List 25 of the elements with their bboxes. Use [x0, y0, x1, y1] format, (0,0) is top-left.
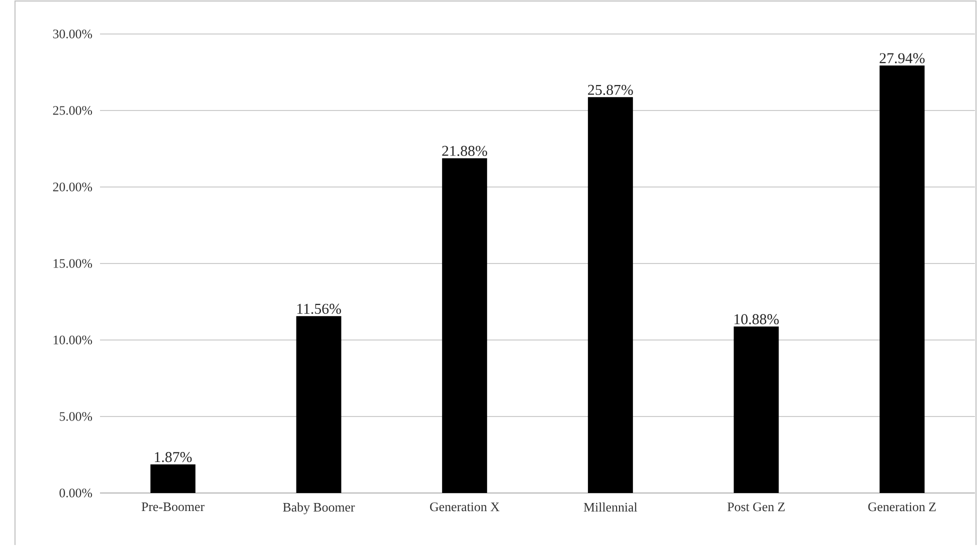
- bar: [150, 464, 196, 493]
- y-tick-label: 20.00%: [53, 182, 92, 192]
- bar: [296, 316, 342, 493]
- bar: [588, 97, 633, 493]
- bar: [880, 66, 925, 493]
- data-label: 21.88%: [442, 146, 488, 156]
- x-tick-label: Generation X: [430, 502, 500, 512]
- data-label: 25.87%: [588, 84, 633, 95]
- data-label: 1.87%: [154, 452, 192, 462]
- y-tick-label: 15.00%: [54, 259, 92, 268]
- y-tick-label: 10.00%: [54, 336, 92, 344]
- y-tick-label: 0.00%: [60, 488, 92, 498]
- x-tick-label: Baby Boomer: [282, 502, 355, 514]
- x-tick-label: Generation Z: [868, 502, 936, 512]
- data-label: 11.56%: [297, 304, 342, 314]
- x-tick-label: Post Gen Z: [727, 502, 785, 512]
- y-tick-label: 30.00%: [53, 30, 92, 38]
- x-tick-label: Millennial: [584, 502, 638, 512]
- data-label: 10.88%: [734, 314, 779, 324]
- y-tick-label: 5.00%: [60, 412, 92, 421]
- data-label: 27.94%: [880, 53, 925, 64]
- y-tick-label: 25.00%: [53, 106, 92, 115]
- bar: [734, 326, 779, 493]
- bar: [442, 158, 488, 493]
- x-tick-label: Pre-Boomer: [142, 502, 204, 512]
